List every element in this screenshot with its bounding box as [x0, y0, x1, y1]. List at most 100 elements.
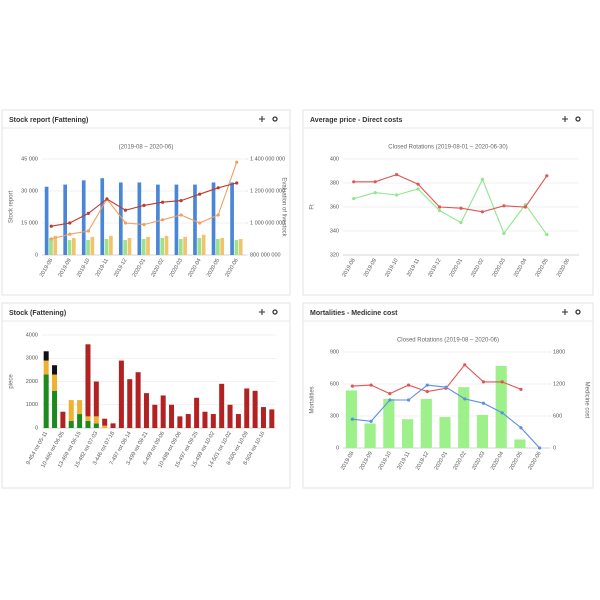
- bar-segment: [194, 397, 200, 428]
- bar: [44, 186, 49, 255]
- line-point: [481, 380, 486, 384]
- panel-title: Stock (Fattening): [9, 310, 66, 317]
- bar: [146, 236, 150, 255]
- y-tick-label: 45 000: [21, 156, 38, 162]
- bar: [137, 182, 142, 255]
- bar-segment: [102, 425, 108, 428]
- bar-segment: [52, 374, 58, 391]
- bar-segment: [210, 414, 216, 428]
- settings-icon: [575, 116, 581, 122]
- bar: [514, 439, 526, 448]
- y-tick-label: 380: [330, 180, 339, 186]
- series-line: [352, 363, 522, 395]
- y2-axis-title: Evaluation of livestock: [280, 177, 286, 237]
- bar: [104, 239, 109, 255]
- bar: [211, 182, 216, 255]
- bar-segment: [143, 393, 149, 428]
- line-point: [49, 224, 53, 228]
- bar: [123, 240, 127, 255]
- bar-segment: [43, 360, 49, 375]
- line-point: [86, 229, 90, 233]
- bar: [234, 240, 239, 255]
- line-point: [463, 397, 467, 401]
- line-point: [395, 193, 399, 197]
- bar-segment: [85, 416, 91, 422]
- y-tick-label: 600: [330, 381, 339, 387]
- bar-segment: [227, 404, 233, 428]
- line-point: [502, 231, 506, 235]
- bar: [118, 182, 123, 255]
- bar-segment: [43, 374, 49, 428]
- line-point: [500, 380, 504, 384]
- y2-tick-label: 1200: [553, 381, 565, 387]
- y2-tick-label: 600: [553, 413, 562, 419]
- y-tick-label: 340: [330, 228, 339, 234]
- bar-segment: [85, 344, 91, 417]
- line-point: [369, 419, 373, 423]
- bar: [220, 237, 225, 255]
- line-point: [502, 204, 506, 208]
- y-tick-label: 320: [330, 252, 339, 258]
- line-point: [142, 223, 146, 227]
- panel-title: Stock report (Fattening): [9, 117, 88, 124]
- line-point: [523, 205, 527, 209]
- line-point: [198, 192, 202, 196]
- y-tick-label: 0: [336, 445, 339, 451]
- line-point: [68, 232, 72, 236]
- bar: [67, 240, 72, 255]
- y2-tick-label: 1 200 000 000: [250, 188, 285, 194]
- bar-segment: [127, 379, 133, 428]
- bar: [156, 184, 160, 255]
- line-point: [86, 211, 90, 215]
- line-point: [142, 203, 146, 207]
- y-axis-title: piece: [9, 374, 15, 389]
- bar: [174, 184, 179, 255]
- bar-segment: [269, 409, 275, 428]
- line-point: [437, 209, 442, 213]
- chart-subtitle: Closed Rotations (2019-08-01 – 2020-06-3…: [388, 145, 507, 151]
- line-point: [160, 200, 165, 204]
- bar-segment: [244, 388, 250, 428]
- settings-icon: [575, 309, 581, 315]
- bar-segment: [135, 372, 141, 428]
- bar: [127, 237, 132, 255]
- line-point: [437, 205, 442, 209]
- y-tick-label: 400: [330, 156, 339, 162]
- line-point: [373, 180, 377, 184]
- y2-tick-label: 1 400 000 000: [250, 156, 285, 162]
- line-point: [350, 384, 354, 388]
- bar: [383, 398, 395, 448]
- bar-segment: [160, 395, 166, 428]
- line-point: [68, 221, 72, 225]
- panel: [1, 109, 291, 296]
- line-point: [545, 233, 549, 237]
- line-point: [416, 187, 420, 191]
- y-tick-label: 15 000: [21, 220, 38, 226]
- bar-segment: [177, 416, 183, 428]
- bar-segment: [185, 414, 191, 428]
- bar: [109, 235, 113, 255]
- bar: [90, 236, 95, 255]
- bar-segment: [169, 404, 175, 428]
- bar-segment: [260, 407, 266, 428]
- move-icon: [562, 116, 568, 122]
- series-line: [353, 174, 548, 213]
- bar: [230, 182, 234, 255]
- bar-segment: [52, 365, 58, 375]
- bar: [364, 423, 376, 448]
- line-point: [235, 160, 239, 164]
- y-tick-label: 2000: [26, 379, 38, 385]
- line-point: [352, 180, 356, 184]
- line-point: [105, 197, 109, 201]
- y-tick-label: 0: [35, 425, 38, 431]
- bar: [100, 178, 105, 255]
- move-icon: [259, 309, 265, 315]
- line-point: [350, 417, 354, 421]
- bar: [63, 184, 68, 255]
- bar-segment: [68, 400, 74, 422]
- line-point: [545, 174, 549, 178]
- line-point: [480, 177, 485, 181]
- bar-segment: [219, 383, 225, 428]
- line-point: [395, 173, 399, 177]
- bar-segment: [102, 418, 108, 426]
